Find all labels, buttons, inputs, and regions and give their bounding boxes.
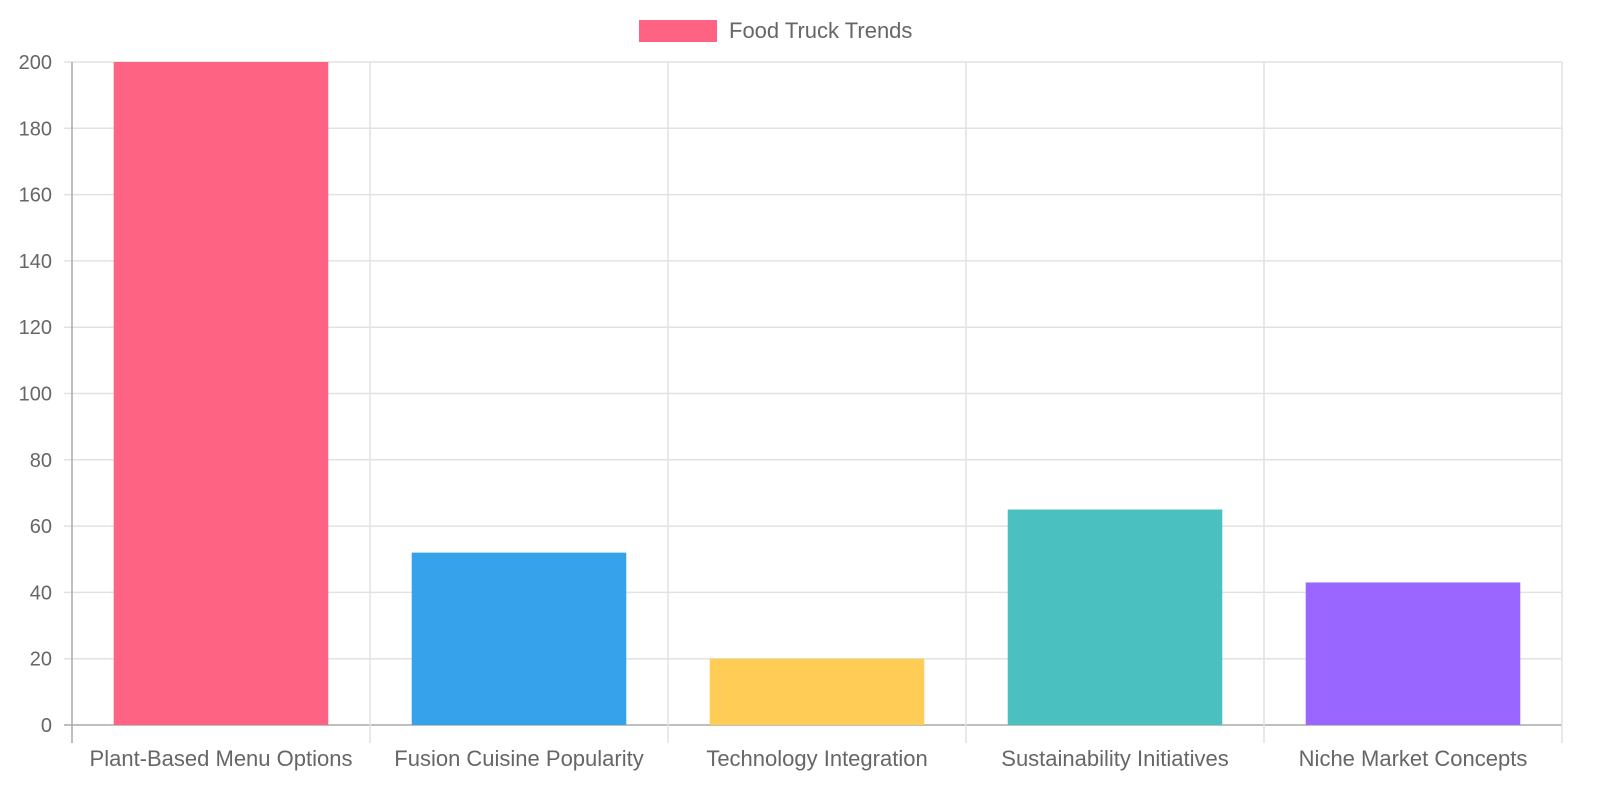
y-tick-label: 100 (19, 384, 52, 406)
axes: 0 20 40 60 80 100 120 140 160 180 200 Plant-Based M… (19, 52, 1528, 771)
y-tick-label: 60 (30, 516, 52, 538)
x-tick-label: Fusion Cuisine Popularity (394, 746, 643, 771)
y-tick-label: 0 (41, 715, 52, 737)
y-tick-label: 40 (30, 582, 52, 604)
x-tick-label: Niche Market Concepts (1299, 746, 1528, 771)
bars (113, 62, 1521, 725)
x-tick-label: Technology Integration (706, 746, 927, 771)
legend-swatch[interactable] (639, 20, 717, 42)
bar-5 (1305, 582, 1521, 725)
bar-1 (113, 62, 329, 725)
x-tick-label: Sustainability Initiatives (1001, 746, 1228, 771)
y-tick-label: 20 (30, 649, 52, 671)
legend-label[interactable]: Food Truck Trends (729, 18, 912, 43)
y-tick-label: 200 (19, 52, 52, 74)
bar-4 (1007, 509, 1223, 725)
y-tick-label: 140 (19, 251, 52, 273)
legend[interactable]: Food Truck Trends (639, 18, 912, 43)
bar-2 (411, 552, 627, 725)
y-tick-label: 180 (19, 118, 52, 140)
x-tick-label: Plant-Based Menu Options (90, 746, 353, 771)
y-tick-label: 120 (19, 317, 52, 339)
y-tick-label: 80 (30, 450, 52, 472)
bar-3 (709, 658, 925, 725)
y-tick-label: 160 (19, 185, 52, 207)
